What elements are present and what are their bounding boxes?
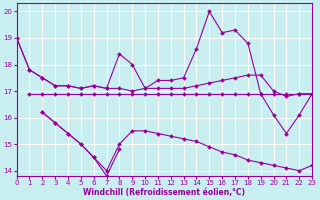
X-axis label: Windchill (Refroidissement éolien,°C): Windchill (Refroidissement éolien,°C): [84, 188, 245, 197]
